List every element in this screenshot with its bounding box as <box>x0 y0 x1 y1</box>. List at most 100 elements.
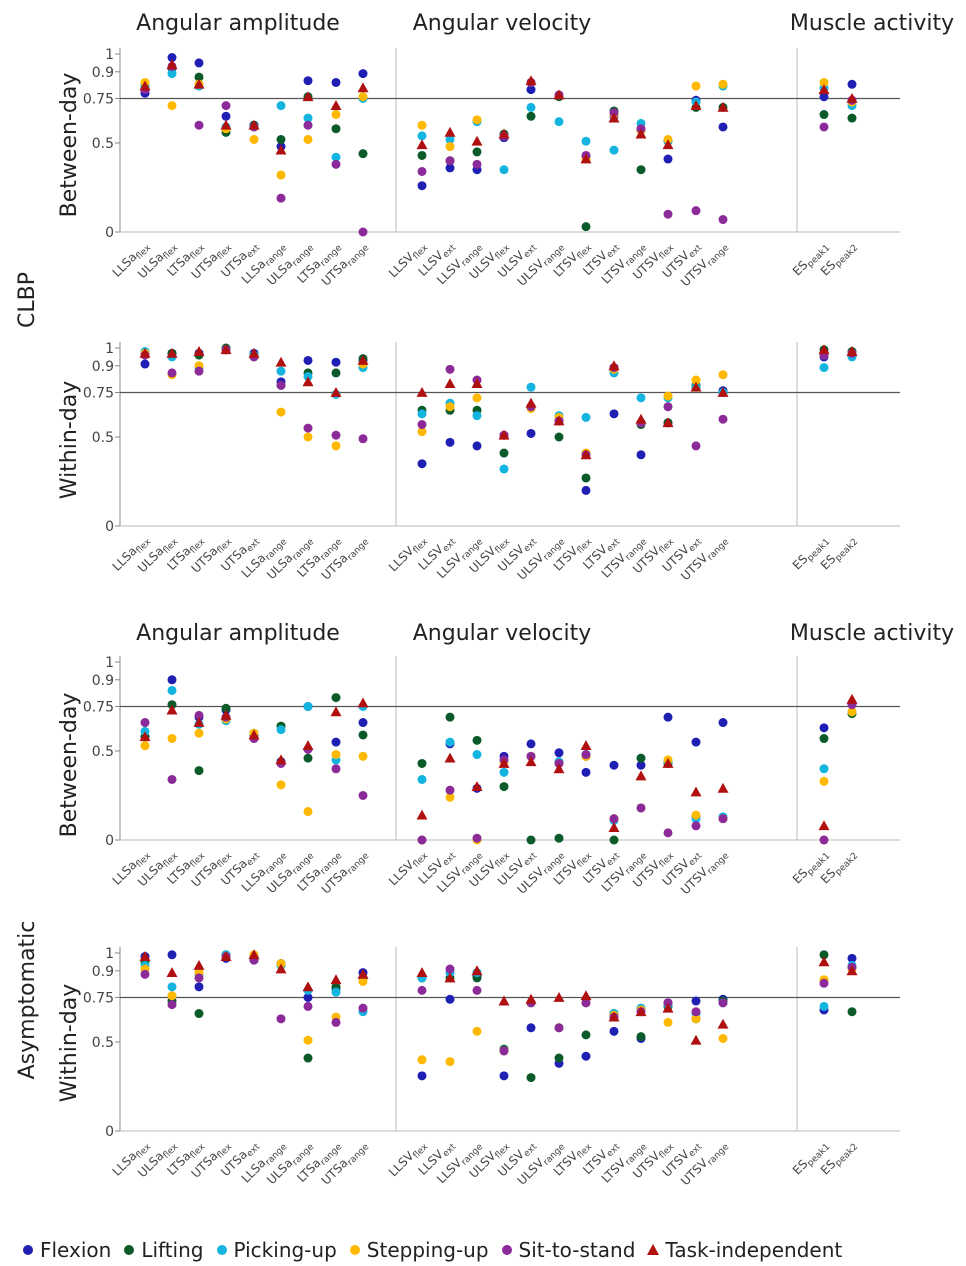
point-sit-to-stand <box>445 364 455 374</box>
point-lifting <box>636 753 646 763</box>
point-flexion <box>526 1023 536 1033</box>
point-flexion <box>331 737 341 747</box>
y-tick-label: 1 <box>105 47 114 63</box>
y-tick-label: 0.9 <box>92 65 114 81</box>
point-flexion <box>526 85 536 95</box>
point-sit-to-stand <box>331 764 341 774</box>
point-task-independent <box>818 956 830 967</box>
point-task-independent <box>166 59 178 70</box>
point-picking-up <box>417 409 427 419</box>
point-sit-to-stand <box>445 156 455 166</box>
point-task-independent <box>717 387 729 397</box>
point-stepping-up <box>167 991 177 1001</box>
point-flexion <box>303 355 313 365</box>
section-header-angular-amplitude: Angular amplitude <box>136 11 340 36</box>
point-lifting <box>819 110 829 120</box>
point-flexion <box>609 409 619 419</box>
point-task-independent <box>608 1011 620 1022</box>
point-picking-up <box>167 982 177 992</box>
point-task-independent <box>275 144 287 155</box>
point-picking-up <box>303 702 313 711</box>
point-task-independent <box>818 820 830 831</box>
point-task-independent <box>357 82 369 93</box>
point-sit-to-stand <box>472 159 482 169</box>
point-task-independent <box>139 731 151 742</box>
point-stepping-up <box>472 1026 482 1036</box>
point-lifting <box>303 753 313 763</box>
point-task-independent <box>139 80 151 91</box>
y-tick-label: 0.5 <box>92 430 114 446</box>
point-sit-to-stand <box>819 122 829 132</box>
point-flexion <box>331 357 341 367</box>
point-stepping-up <box>663 391 673 401</box>
point-picking-up <box>472 750 482 760</box>
point-lifting <box>581 473 591 483</box>
point-flexion <box>194 58 204 68</box>
point-lifting <box>417 758 427 768</box>
y-tick-label: 1 <box>105 946 114 962</box>
point-task-independent <box>717 782 729 793</box>
point-task-independent <box>818 84 830 94</box>
point-task-independent <box>846 965 858 976</box>
point-task-independent <box>498 128 510 139</box>
y-tick-label: 1 <box>105 341 114 357</box>
point-lifting <box>331 693 341 703</box>
point-task-independent <box>662 757 674 768</box>
legend-item-flexion: Flexion <box>22 1238 111 1262</box>
x-tick-sub: range <box>706 537 732 563</box>
point-stepping-up <box>358 976 368 986</box>
point-task-independent <box>220 709 232 720</box>
section-header-angular-velocity: Angular velocity <box>413 11 592 36</box>
point-lifting <box>636 165 646 175</box>
x-tick-sub: range <box>706 243 732 269</box>
point-lifting <box>526 111 536 121</box>
point-sit-to-stand <box>691 441 701 451</box>
x-tick-label: UTSVrange <box>678 846 731 899</box>
point-task-independent <box>717 101 729 112</box>
point-flexion <box>445 437 455 447</box>
section-header-muscle-activity: Muscle activity <box>790 11 954 36</box>
x-tick-label: UTSVrange <box>678 532 731 585</box>
point-lifting <box>581 222 591 232</box>
point-task-independent <box>846 693 858 704</box>
point-flexion <box>663 712 673 722</box>
point-lifting <box>581 1030 591 1040</box>
point-task-independent <box>248 949 260 960</box>
point-task-independent <box>690 381 702 392</box>
point-flexion <box>167 950 177 960</box>
x-tick-sub: range <box>706 1142 732 1168</box>
point-stepping-up <box>276 407 286 417</box>
point-sit-to-stand <box>691 1007 701 1017</box>
point-sit-to-stand <box>140 969 150 979</box>
point-picking-up <box>417 131 427 141</box>
y-tick-label: 0.75 <box>83 92 114 108</box>
point-task-independent <box>302 91 314 102</box>
reliability-label: Between-day <box>57 73 82 218</box>
point-task-independent <box>416 139 428 150</box>
point-task-independent <box>166 967 178 977</box>
point-task-independent <box>139 951 151 961</box>
x-tick-sub: range <box>346 1142 372 1168</box>
point-sit-to-stand <box>636 803 646 813</box>
point-picking-up <box>819 1001 829 1011</box>
point-task-independent <box>553 992 565 1002</box>
point-stepping-up <box>691 81 701 91</box>
legend-label: Task-independent <box>665 1238 843 1262</box>
y-tick-label: 0.75 <box>83 991 114 1007</box>
point-task-independent <box>818 344 830 355</box>
point-lifting <box>472 147 482 157</box>
point-task-independent <box>580 740 592 751</box>
point-picking-up <box>636 393 646 403</box>
circle-marker-icon <box>216 1245 227 1255</box>
point-task-independent <box>193 717 205 727</box>
x-tick-sub: peak2 <box>834 243 861 270</box>
point-stepping-up <box>331 110 341 120</box>
point-lifting <box>472 735 482 745</box>
y-tick-label: 0 <box>105 833 114 849</box>
point-sit-to-stand <box>445 785 455 795</box>
point-lifting <box>417 150 427 160</box>
point-sit-to-stand <box>718 215 728 225</box>
point-lifting <box>847 1007 857 1017</box>
point-task-independent <box>690 786 702 797</box>
